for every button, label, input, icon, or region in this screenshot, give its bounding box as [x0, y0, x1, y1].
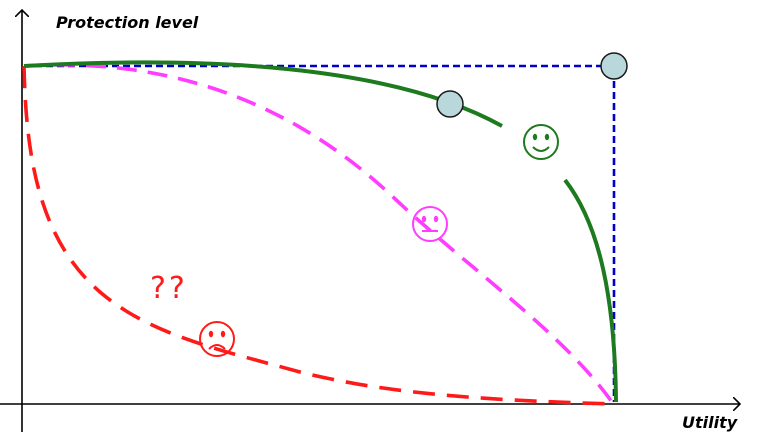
- neutral-face-icon: [412, 206, 448, 242]
- y-axis-label: Protection level: [56, 13, 199, 32]
- x-axis-label: Utility: [682, 413, 738, 432]
- curve-magenta: [23, 63, 614, 404]
- point-optimal-corner: [600, 52, 628, 80]
- curve-green-lower: [563, 178, 618, 403]
- curve-red: [22, 65, 615, 406]
- point-green-curve: [436, 90, 464, 118]
- optimal-boundary-blue: [24, 64, 616, 402]
- question-marks-annotation: ??: [150, 271, 188, 306]
- curve-green-upper: [23, 60, 503, 128]
- happy-face-icon: [523, 124, 559, 160]
- sad-face-icon: [199, 321, 235, 357]
